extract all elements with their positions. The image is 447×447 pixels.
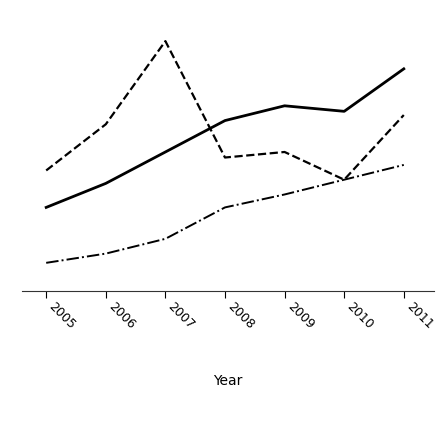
Line: Remittance outflows: Remittance outflows [46, 69, 404, 207]
Remittance outflows [103, 181, 109, 186]
Line: Foreign residents: Foreign residents [46, 165, 404, 263]
% change in remittances [401, 112, 406, 118]
Remittance outflows [163, 149, 168, 155]
% change in remittances [222, 155, 228, 160]
Line: % change in remittances: % change in remittances [46, 41, 404, 180]
% change in remittances [163, 38, 168, 44]
Remittance outflows [401, 66, 406, 72]
Foreign residents [43, 260, 49, 266]
Foreign residents [163, 236, 168, 241]
Foreign residents [282, 192, 287, 197]
Remittance outflows [222, 118, 228, 123]
Foreign residents [401, 162, 406, 168]
Foreign residents [103, 251, 109, 256]
% change in remittances [282, 149, 287, 155]
Remittance outflows [43, 205, 49, 210]
% change in remittances [342, 177, 347, 182]
% change in remittances [103, 122, 109, 127]
Foreign residents [222, 205, 228, 210]
Remittance outflows [342, 109, 347, 114]
% change in remittances [43, 168, 49, 173]
X-axis label: Year: Year [213, 374, 243, 388]
Remittance outflows [282, 103, 287, 109]
Foreign residents [342, 177, 347, 182]
